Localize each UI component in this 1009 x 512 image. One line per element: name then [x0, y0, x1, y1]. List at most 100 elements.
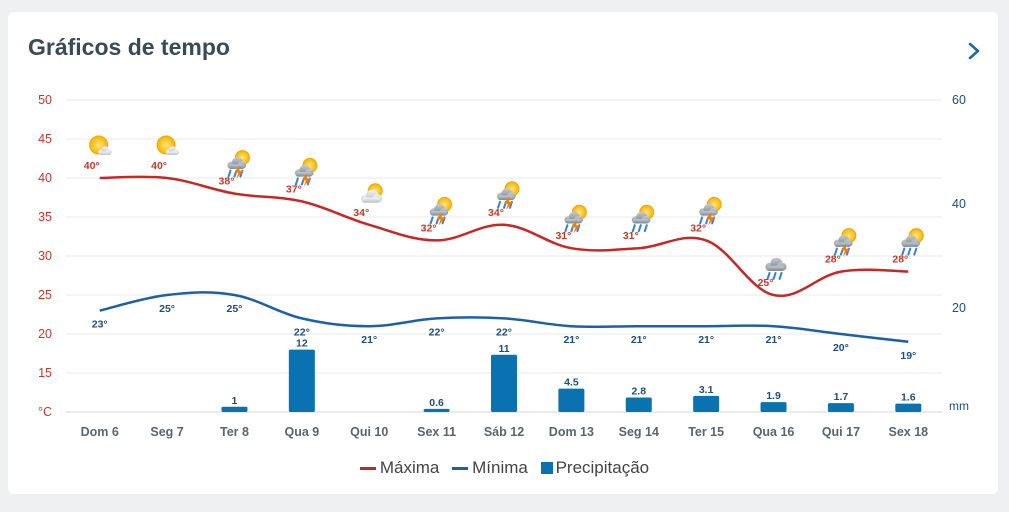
- rain-drop: [643, 224, 648, 233]
- x-tick-label: Dom 6: [81, 425, 119, 439]
- min-temperature-label: 22°: [496, 326, 512, 338]
- lightning-bolt: [436, 212, 446, 226]
- max-temperature-label: 34°: [488, 207, 504, 219]
- left-tick-label: 15: [38, 366, 52, 380]
- right-tick-label: 60: [952, 93, 966, 107]
- precipitation-label: 11: [498, 343, 509, 355]
- precipitation-label: 1.7: [834, 391, 849, 403]
- precipitation-label: 1: [232, 395, 238, 407]
- rain-drop: [294, 177, 299, 186]
- rain-drop: [497, 200, 501, 209]
- rain-drop: [901, 247, 906, 256]
- x-tick-label: Ter 15: [688, 425, 724, 439]
- legend-label: Mínima: [472, 458, 528, 477]
- cloud-part: [699, 211, 717, 216]
- thunderstorm-icon: [294, 157, 318, 187]
- cloud-part: [295, 172, 313, 177]
- max-temperature-label: 28°: [892, 254, 908, 266]
- lightning-bolt: [301, 173, 311, 187]
- cloud-part: [565, 218, 582, 224]
- max-temperature-label: 31°: [623, 230, 639, 242]
- min-temperature-label: 21°: [698, 334, 714, 346]
- left-tick-label: 50: [38, 93, 52, 107]
- thunderstorm-icon: [699, 196, 722, 226]
- right-tick-label: 20: [952, 301, 966, 315]
- left-tick-label: 45: [38, 132, 52, 146]
- min-temperature-label: 23°: [92, 319, 108, 331]
- x-tick-label: Seg 7: [150, 425, 183, 439]
- chart-legend: Máxima Mínima Precipitação: [0, 458, 1009, 478]
- thunderstorm-icon: [833, 228, 857, 257]
- min-temperature-label: 20°: [833, 342, 849, 354]
- rain-drop: [631, 224, 636, 233]
- precipitation-label: 0.6: [429, 397, 444, 409]
- x-tick-label: Qua 16: [753, 425, 795, 439]
- legend-item-precipitacao[interactable]: Precipitação: [540, 458, 649, 478]
- rain-drop: [833, 247, 838, 256]
- thunderstorm-icon: [429, 196, 453, 226]
- precipitation-label: 2.8: [631, 385, 646, 397]
- cloud-part: [166, 151, 179, 155]
- x-tick-label: Sáb 12: [484, 425, 524, 439]
- cloud-part: [766, 265, 785, 271]
- left-tick-label: 20: [38, 327, 52, 341]
- rain-drop: [772, 272, 777, 280]
- max-temperature-label: 34°: [353, 207, 369, 219]
- weather-icons: [89, 135, 924, 280]
- thunderstorm-icon: [497, 181, 520, 210]
- max-temperature-label: 40°: [151, 160, 167, 172]
- max-temperature-line: [99, 175, 909, 298]
- precipitation-label: 1.6: [901, 392, 916, 404]
- min-temperature-line: [99, 291, 909, 344]
- precipitation-bar: [827, 403, 854, 412]
- min-temperature-label: 21°: [766, 334, 782, 346]
- partly-sunny-icon: [156, 135, 180, 155]
- legend-swatch: [540, 462, 553, 474]
- left-tick-label: 35: [38, 210, 52, 224]
- max-temperature-label: 40°: [84, 160, 100, 172]
- x-tick-label: Seg 14: [619, 425, 659, 439]
- max-temperature-label: 38°: [219, 176, 235, 188]
- weather-chart: 50 45 40 35 30 25 20 15 °C 60 40 20 mm Dom 6 Seg 7 Te…: [38, 93, 969, 439]
- min-temperature-label: 22°: [429, 326, 445, 338]
- max-temperature-label: 28°: [825, 254, 841, 266]
- legend-item-minima[interactable]: Mínima: [452, 458, 528, 478]
- thunderstorm-icon: [564, 204, 587, 234]
- precipitation-label: 1.9: [766, 390, 781, 402]
- x-axis: Dom 6 Seg 7 Ter 8 Qua 9 Qui 10 Sex 11 Sáb 12 Do…: [81, 425, 929, 439]
- sun-rain-icon: [631, 204, 655, 233]
- cloud-part: [430, 211, 447, 216]
- partly-sunny-icon: [89, 135, 112, 155]
- left-tick-label: 40: [38, 171, 52, 185]
- precipitation-bar: [895, 403, 922, 412]
- rain-drop: [429, 216, 434, 225]
- min-temperature-label: 21°: [631, 334, 647, 346]
- right-tick-label: 40: [952, 197, 966, 211]
- precipitation-bar: [423, 408, 450, 412]
- min-temperature-label: 19°: [900, 350, 916, 362]
- rain-drop: [637, 224, 642, 233]
- cloud-part: [361, 197, 381, 203]
- precipitation-label: 12: [296, 338, 308, 350]
- cloud-part: [632, 218, 650, 224]
- cloud-part: [834, 242, 852, 247]
- rain-drop: [907, 247, 912, 256]
- precipitation-bar: [221, 406, 248, 412]
- max-temperature-label: 31°: [555, 230, 571, 242]
- legend-item-maxima[interactable]: Máxima: [359, 458, 439, 478]
- partly-cloudy-icon: [361, 183, 383, 203]
- rain-drop: [564, 224, 569, 233]
- temperature-lines: [99, 175, 909, 344]
- cloud-part: [98, 151, 111, 155]
- max-temperature-label: 25°: [758, 277, 774, 289]
- lightning-bolt: [840, 243, 850, 257]
- min-temperature-label: 21°: [361, 334, 377, 346]
- right-unit-label: mm: [949, 399, 969, 413]
- x-tick-label: Qui 10: [350, 425, 388, 439]
- rain-drop: [227, 169, 232, 178]
- cloud-part: [228, 164, 245, 169]
- precipitation-label: 4.5: [564, 377, 579, 389]
- card-title: Gráficos de tempo: [28, 34, 230, 60]
- chevron-right-icon[interactable]: [963, 40, 985, 62]
- precipitation-bar: [288, 349, 315, 412]
